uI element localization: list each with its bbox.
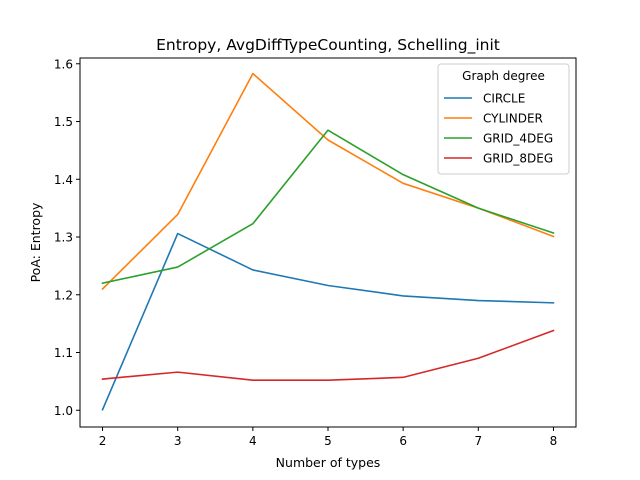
x-tick-label: 8 (550, 434, 558, 448)
legend-label: CYLINDER (483, 112, 543, 126)
legend-box (437, 63, 570, 175)
legend-label: CIRCLE (483, 92, 525, 106)
x-axis-label: Number of types (276, 455, 381, 470)
x-tick-label: 3 (174, 434, 182, 448)
y-tick-label: 1.1 (54, 346, 73, 360)
chart-title: Entropy, AvgDiffTypeCounting, Schelling_… (156, 36, 500, 55)
y-tick-label: 1.6 (54, 57, 73, 71)
x-tick-label: 4 (249, 434, 257, 448)
x-tick-label: 7 (474, 434, 482, 448)
y-tick-label: 1.2 (54, 288, 73, 302)
series-line-grid-8deg (101, 329, 555, 382)
legend-label: GRID_4DEG (483, 132, 553, 146)
x-axis-ticks: 2 3 4 5 6 7 8 (99, 427, 558, 448)
legend: Graph degree CIRCLE CYLINDER GRID_4DEG GRID… (437, 63, 570, 175)
legend-title: Graph degree (462, 69, 545, 83)
y-tick-label: 1.5 (54, 115, 73, 129)
y-axis-ticks: 1.0 1.1 1.2 1.3 1.4 1.5 1.6 (54, 57, 80, 418)
series-line-circle (101, 232, 555, 411)
y-tick-label: 1.4 (54, 173, 73, 187)
series-line-grid-4deg (101, 129, 555, 285)
plot-lines (101, 72, 555, 411)
y-tick-label: 1.3 (54, 231, 73, 245)
y-tick-label: 1.0 (54, 404, 73, 418)
x-tick-label: 2 (99, 434, 107, 448)
legend-entries: CIRCLE CYLINDER GRID_4DEG GRID_8DEG (444, 92, 553, 166)
x-tick-label: 6 (399, 434, 407, 448)
y-axis-label: PoA: Entropy (28, 202, 43, 282)
x-tick-label: 5 (324, 434, 332, 448)
legend-label: GRID_8DEG (483, 152, 553, 166)
